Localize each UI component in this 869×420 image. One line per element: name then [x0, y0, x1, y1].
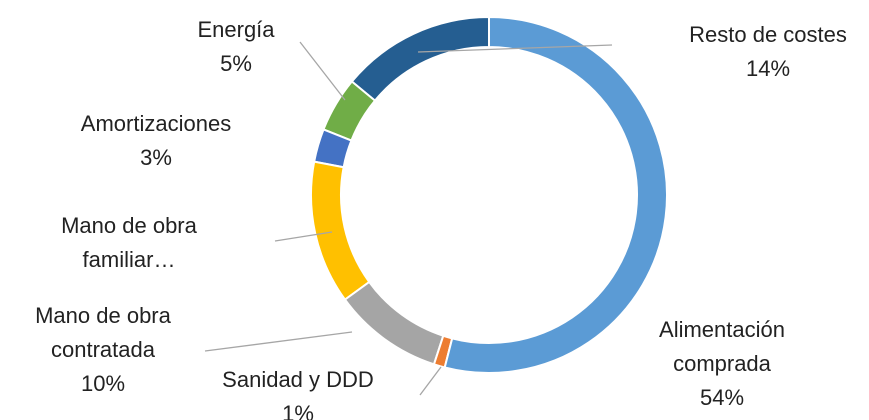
value-label: 5% — [220, 51, 252, 76]
category-label: Mano de obra familiar… — [61, 213, 197, 272]
data-label: Sanidad y DDD 1% — [168, 363, 428, 420]
data-label: Mano de obra contratada 10% — [8, 299, 198, 401]
value-label: 54% — [699, 385, 745, 410]
donut-segment — [350, 15, 490, 103]
value-label: 10% — [80, 371, 126, 396]
category-label: Amortizaciones — [80, 111, 232, 136]
leader-lines — [204, 41, 613, 396]
category-label: Alimentación comprada — [659, 317, 785, 376]
data-label: Mano de obra familiar… — [34, 209, 224, 277]
value-label: 14% — [745, 56, 791, 81]
data-label: Amortizaciones 3% — [26, 107, 286, 175]
donut-segment — [312, 128, 353, 169]
category-label: Mano de obra contratada — [35, 303, 171, 362]
category-label: Energía — [197, 17, 275, 42]
category-label: Sanidad y DDD — [222, 367, 374, 392]
data-label: Energía 5% — [156, 13, 316, 81]
value-label: 3% — [140, 145, 172, 170]
leader-line — [419, 366, 442, 396]
data-label: Alimentación comprada 54% — [632, 313, 812, 415]
donut-segment — [322, 80, 377, 142]
data-label: Resto de costes 14% — [638, 18, 869, 86]
donut-segment — [310, 160, 371, 302]
value-label: 1% — [282, 401, 314, 420]
leader-line — [299, 41, 346, 101]
category-label: Resto de costes — [689, 22, 847, 47]
donut-segment — [443, 15, 668, 374]
donut-segment — [343, 280, 445, 366]
leader-line — [274, 231, 333, 242]
leader-line — [417, 44, 613, 53]
leader-line — [204, 331, 353, 352]
